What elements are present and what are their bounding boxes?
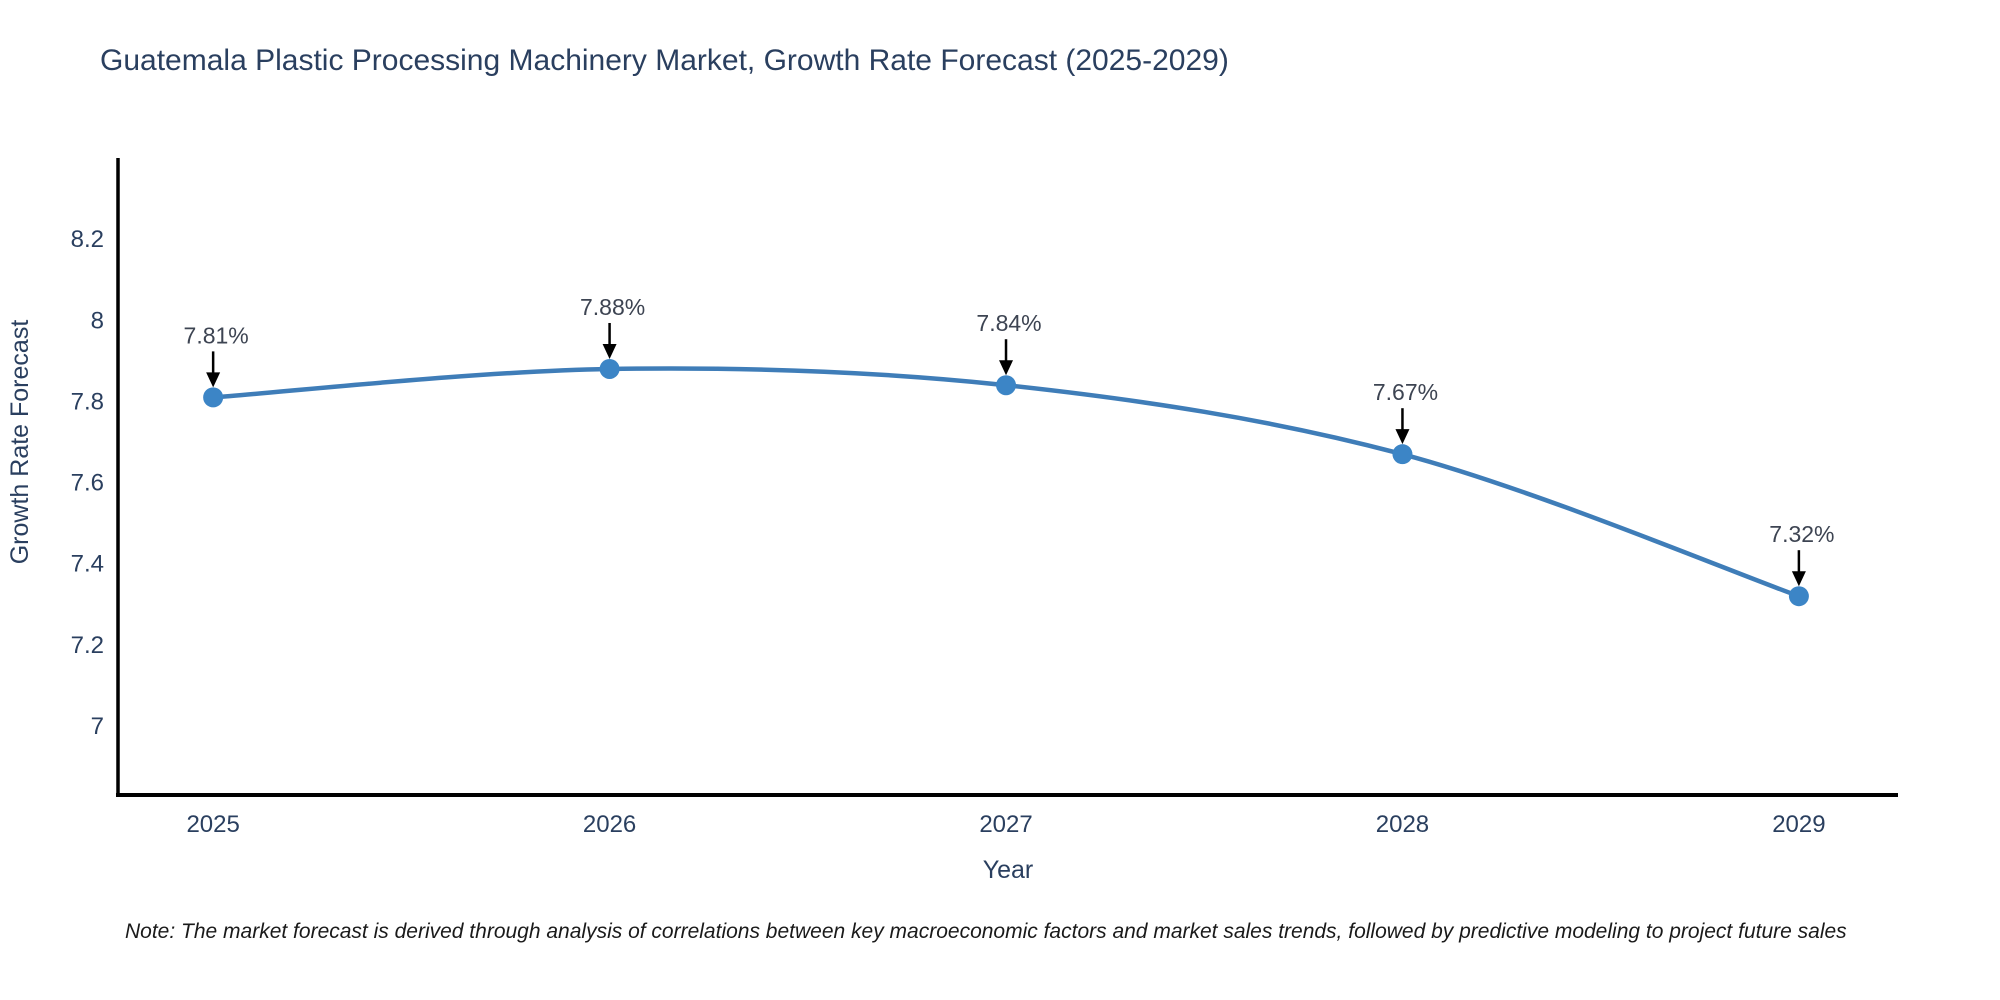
data-point-value-label: 7.67%: [1373, 379, 1438, 405]
x-tick-label: 2028: [1376, 811, 1429, 838]
x-tick-label: 2026: [583, 811, 636, 838]
data-point-value-label: 7.81%: [184, 322, 249, 348]
x-tick-label: 2025: [186, 811, 239, 838]
x-axis-title: Year: [983, 856, 1034, 884]
data-point-value-label: 7.84%: [976, 310, 1041, 336]
annotation-arrowhead-icon: [1791, 571, 1806, 587]
data-point-value-label: 7.32%: [1769, 521, 1834, 547]
y-tick-label: 7.4: [71, 551, 104, 578]
data-point-marker: [203, 387, 224, 408]
x-tick-label: 2029: [1772, 811, 1825, 838]
data-point-marker: [996, 375, 1017, 396]
y-tick-label: 8.2: [71, 226, 104, 253]
y-tick-label: 7.2: [71, 632, 104, 659]
forecast-line: [210, 366, 1802, 599]
y-tick-label: 8: [91, 307, 104, 334]
chart-title: Guatemala Plastic Processing Machinery M…: [100, 44, 1229, 77]
y-tick-label: 7: [91, 713, 104, 740]
annotation-arrowhead-icon: [1395, 429, 1410, 445]
annotation-arrowhead-icon: [206, 372, 221, 388]
y-tick-label: 7.8: [71, 388, 104, 415]
y-tick-label: 7.6: [71, 470, 104, 497]
annotation-arrowhead-icon: [999, 360, 1014, 376]
annotation-arrowhead-icon: [602, 343, 617, 359]
data-point-marker: [1788, 586, 1809, 607]
data-point-marker: [1392, 444, 1413, 465]
footnote: Note: The market forecast is derived thr…: [125, 920, 1847, 943]
x-tick-label: 2027: [979, 811, 1032, 838]
data-point-marker: [599, 358, 620, 379]
y-axis-title: Growth Rate Forecast: [6, 320, 34, 565]
data-point-value-label: 7.88%: [580, 294, 645, 320]
